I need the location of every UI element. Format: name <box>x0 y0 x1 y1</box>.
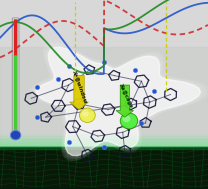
Polygon shape <box>36 47 201 156</box>
Polygon shape <box>32 44 206 159</box>
Polygon shape <box>116 85 134 117</box>
Text: Xe@cage: Xe@cage <box>118 83 134 110</box>
FancyBboxPatch shape <box>14 55 18 132</box>
Circle shape <box>10 130 21 140</box>
Polygon shape <box>70 76 88 110</box>
FancyBboxPatch shape <box>14 19 17 55</box>
Polygon shape <box>34 46 203 157</box>
Circle shape <box>123 115 130 122</box>
Polygon shape <box>36 47 201 156</box>
Circle shape <box>82 110 89 117</box>
Circle shape <box>79 108 95 122</box>
FancyBboxPatch shape <box>12 18 19 133</box>
Circle shape <box>120 113 138 129</box>
Polygon shape <box>30 43 208 161</box>
Text: Xe@window: Xe@window <box>72 69 88 105</box>
